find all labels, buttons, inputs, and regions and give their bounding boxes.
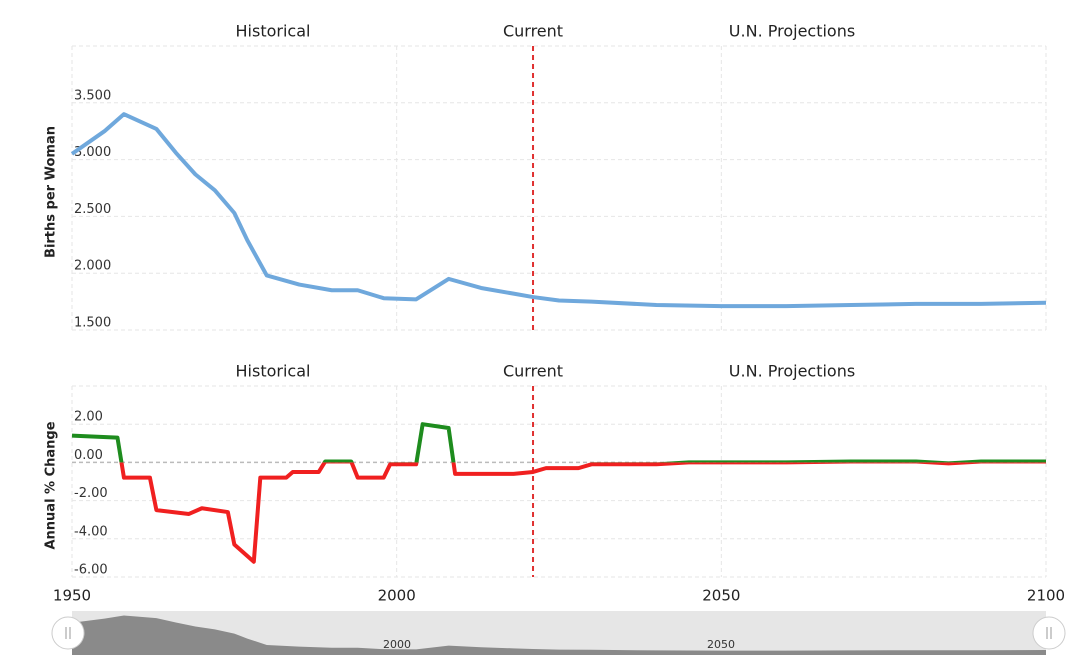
y-tick-label: -6.00 [74,563,108,578]
navigator-area [72,615,1046,655]
annotation: Historical [236,22,311,41]
x-tick-label: 2100 [1027,587,1065,605]
y-tick-label: 0.00 [74,448,103,463]
annotation: Current [503,362,563,381]
navigator-handle[interactable] [51,616,85,650]
y-tick-label: -4.00 [74,524,108,539]
y-axis-title: Births per Woman [44,126,59,258]
y-tick-label: 3.500 [74,88,111,103]
y-axis-title: Annual % Change [44,421,59,549]
y-tick-label: 1.500 [74,316,111,331]
navigator-label: 2000 [383,638,411,651]
handle-grip [65,627,71,639]
annotation: Historical [236,362,311,381]
positive-line [71,422,1046,463]
annotation: U.N. Projections [729,362,855,381]
x-tick-label: 2000 [378,587,416,605]
y-tick-label: 2.500 [74,202,111,217]
y-tick-label: 3.000 [74,145,111,160]
navigator-label: 2050 [707,638,735,651]
negative-line [119,462,1046,564]
x-tick-label: 2050 [702,587,740,605]
y-tick-label: -2.00 [74,486,108,501]
handle-grip [1046,627,1052,639]
annotation: Current [503,22,563,41]
navigator-handle[interactable] [1032,616,1066,650]
x-tick-label: 1950 [53,587,91,605]
annotation: U.N. Projections [729,22,855,41]
data-line [70,112,1047,309]
y-tick-label: 2.00 [74,410,103,425]
y-tick-label: 2.000 [74,259,111,274]
